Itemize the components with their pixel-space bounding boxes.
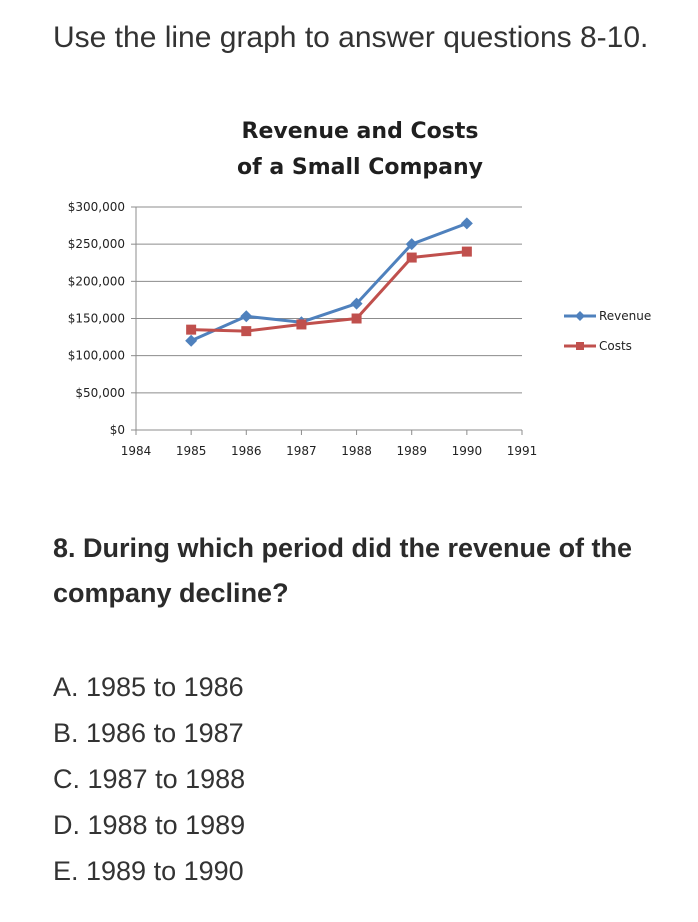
legend-label-costs: Costs [599, 339, 632, 353]
legend-label-revenue: Revenue [599, 309, 651, 323]
option-e[interactable]: E. 1989 to 1990 [53, 856, 244, 886]
x-tick-label: 1988 [341, 444, 372, 458]
series-line-revenue [190, 221, 468, 343]
data-point-costs [241, 326, 252, 337]
option-c[interactable]: C. 1987 to 1988 [53, 764, 246, 794]
series-line-costs [191, 250, 468, 333]
x-tick-label: 1986 [231, 444, 262, 458]
x-tick-label: 1989 [396, 444, 427, 458]
y-tick-label: $150,000 [68, 312, 125, 326]
question-text: 8. During which period did the revenue o… [53, 533, 633, 608]
x-tick-label: 1990 [452, 444, 483, 458]
x-tick-label: 1985 [176, 444, 207, 458]
x-tick-label: 1984 [121, 444, 152, 458]
data-point-costs [406, 252, 417, 263]
y-tick-label: $200,000 [68, 274, 125, 288]
chart-title-line-1: Revenue and Costs [241, 119, 479, 144]
data-point-revenue [350, 297, 363, 310]
option-d[interactable]: D. 1988 to 1989 [53, 810, 246, 840]
y-tick-label: $50,000 [75, 386, 125, 400]
line-chart: $0 $50,000 $100,000 $150,000 $200,000 $250,00… [68, 200, 652, 458]
y-tick-label: $0 [110, 423, 125, 437]
data-point-revenue [240, 310, 253, 323]
chart-title: Revenue and Costs of a Small Company [200, 114, 520, 186]
data-point-costs [186, 324, 197, 335]
legend-marker-costs [576, 342, 584, 350]
option-a[interactable]: A. 1985 to 1986 [53, 672, 244, 702]
answer-options: A. 1985 to 1986 B. 1986 to 1987 C. 1987 … [53, 664, 245, 894]
data-point-costs [461, 246, 472, 257]
chart-title-line-2: of a Small Company [237, 155, 483, 180]
data-point-costs [351, 313, 362, 324]
data-point-revenue [460, 217, 473, 230]
option-b[interactable]: B. 1986 to 1987 [53, 718, 244, 748]
data-point-revenue [185, 334, 198, 347]
data-point-costs [296, 319, 307, 330]
x-tick-label: 1991 [507, 444, 538, 458]
legend-marker-revenue [575, 311, 585, 321]
y-tick-label: $100,000 [68, 349, 125, 363]
intro-text: Use the line graph to answer questions 8… [53, 21, 649, 54]
y-tick-label: $300,000 [68, 200, 125, 214]
data-point-revenue [405, 238, 418, 251]
y-tick-label: $250,000 [68, 237, 125, 251]
x-tick-label: 1987 [286, 444, 317, 458]
